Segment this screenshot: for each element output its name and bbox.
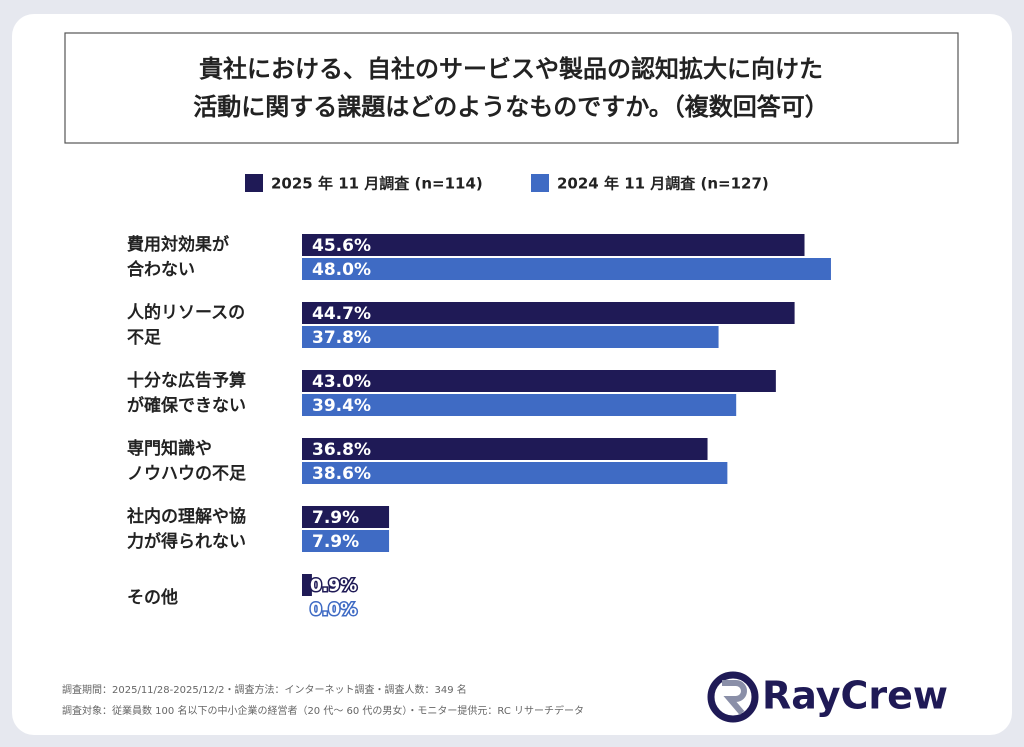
bar bbox=[302, 438, 708, 460]
value-label: 44.7% bbox=[312, 304, 371, 324]
category-label: 力が得られない bbox=[127, 531, 246, 552]
value-label: 37.8% bbox=[312, 328, 371, 348]
bar bbox=[302, 370, 776, 392]
footer-note: 調査期間：2025/11/28-2025/12/2・調査方法：インターネット調査… bbox=[62, 683, 467, 696]
category-label: 社内の理解や協 bbox=[126, 506, 246, 527]
legend-label: 2025 年 11 月調査 (n=114) bbox=[271, 175, 483, 193]
bar bbox=[302, 326, 719, 348]
bar bbox=[302, 302, 795, 324]
category-label: ノウハウの不足 bbox=[127, 464, 246, 484]
value-label: 36.8% bbox=[312, 440, 371, 460]
category-label: その他 bbox=[127, 587, 178, 608]
value-label: 48.0% bbox=[312, 260, 371, 280]
legend-swatch bbox=[531, 174, 549, 192]
category-label: 人的リソースの bbox=[127, 302, 245, 323]
category-label: 合わない bbox=[127, 259, 195, 280]
logo-icon bbox=[722, 680, 747, 715]
value-label: 43.0% bbox=[312, 372, 371, 392]
category-label: が確保できない bbox=[127, 395, 246, 416]
bar bbox=[302, 258, 831, 280]
category-label: 専門知識や bbox=[127, 438, 212, 459]
category-label: 費用対効果が bbox=[127, 234, 229, 255]
footer-note: 調査対象：従業員数 100 名以下の中小企業の経営者（20 代～ 60 代の男女… bbox=[62, 704, 584, 717]
value-label: 0.0% bbox=[310, 600, 357, 620]
value-label: 39.4% bbox=[312, 396, 371, 416]
value-label: 38.6% bbox=[312, 464, 371, 484]
category-label: 不足 bbox=[127, 328, 161, 348]
bar bbox=[302, 506, 390, 528]
logo-icon bbox=[707, 671, 759, 723]
category-label: 十分な広告予算 bbox=[127, 370, 246, 391]
legend-swatch bbox=[245, 174, 263, 192]
title: 貴社における、自社のサービスや製品の認知拡大に向けた bbox=[199, 55, 823, 83]
value-label: 0.9% bbox=[310, 576, 357, 596]
title: 活動に関する課題はどのようなものですか。（複数回答可） bbox=[193, 93, 829, 121]
bar bbox=[302, 462, 728, 484]
bar bbox=[302, 394, 737, 416]
legend-label: 2024 年 11 月調査 (n=127) bbox=[557, 175, 769, 193]
bar bbox=[302, 574, 312, 596]
logo: RayCrew bbox=[707, 671, 948, 723]
bar bbox=[302, 234, 805, 256]
logo-text: RayCrew bbox=[762, 674, 948, 718]
bar bbox=[302, 530, 390, 552]
value-label: 7.9% bbox=[312, 508, 359, 528]
title-box bbox=[64, 32, 959, 144]
value-label: 7.9% bbox=[312, 532, 359, 552]
value-label: 45.6% bbox=[312, 236, 371, 256]
